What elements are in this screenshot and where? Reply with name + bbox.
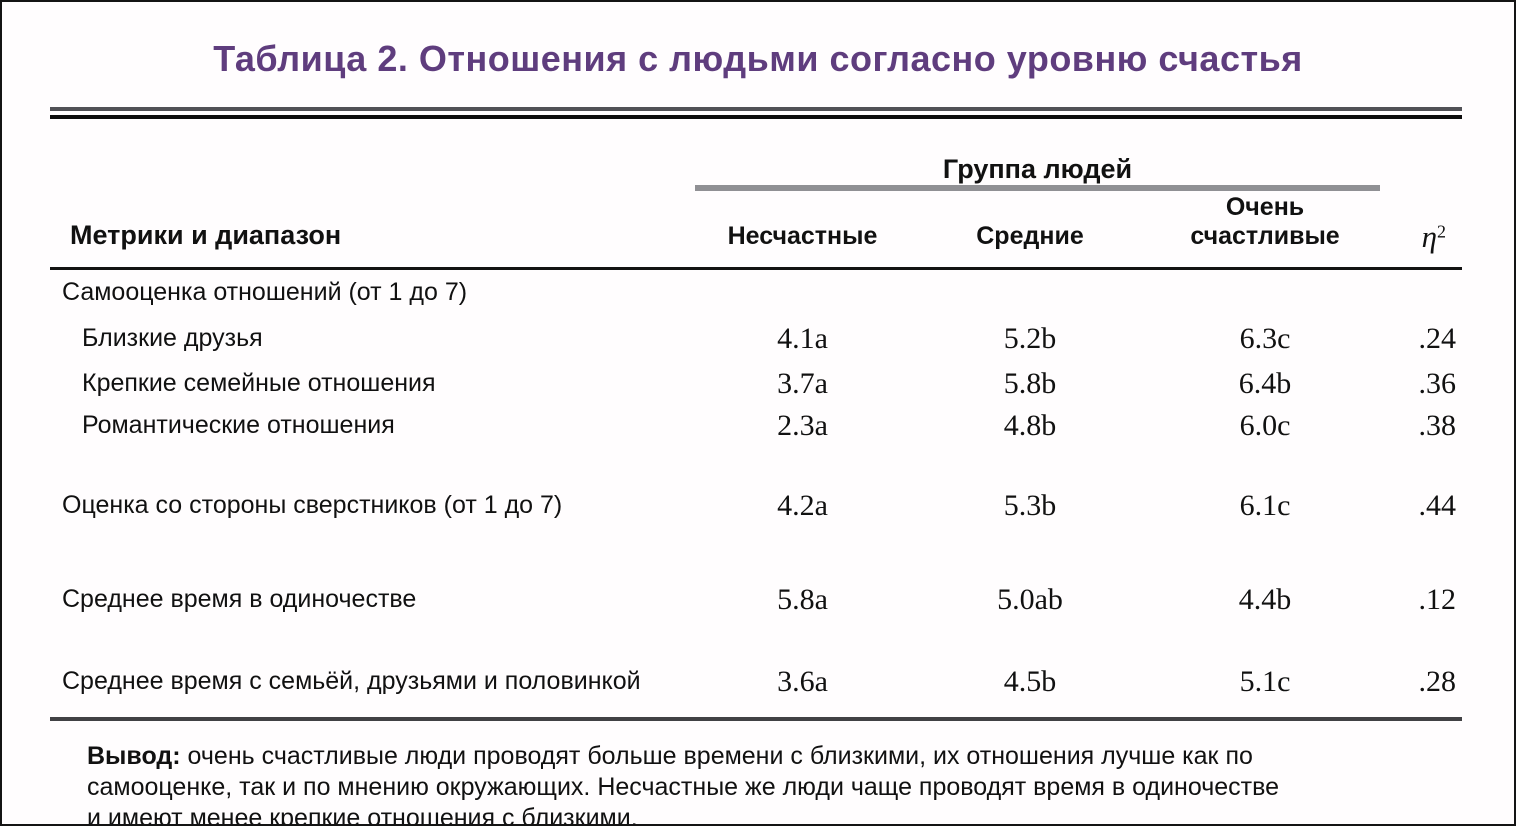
- cell-value: 3.6a: [777, 664, 828, 698]
- conclusion-line: и имеют менее крепкие отношения с близки…: [87, 803, 638, 826]
- table-row-category: Самооценка отношений (от 1 до 7): [50, 269, 1462, 315]
- row-label: Крепкие семейные отношения: [82, 369, 436, 397]
- row-label: Среднее время в одиночестве: [62, 585, 417, 613]
- bottom-rule: [50, 716, 1462, 721]
- row-label: Оценка со стороны сверстников (от 1 до 7…: [62, 491, 563, 519]
- row-label: Среднее время с семьёй, друзьями и полов…: [62, 667, 641, 695]
- column-header-unhappy: Несчастные: [695, 188, 910, 270]
- column-header-row: Метрики и диапазон Несчастные Средние Оч…: [50, 188, 1463, 270]
- table-row: Оценка со стороны сверстников (от 1 до 7…: [50, 483, 1462, 529]
- cell-value: 6.0c: [1239, 408, 1291, 442]
- empty-cell: [50, 119, 695, 188]
- cell-value: 6.4b: [1238, 366, 1292, 400]
- empty-cell: [910, 269, 1150, 315]
- cell-value: .12: [1418, 582, 1457, 616]
- cell-value: 5.0ab: [997, 582, 1063, 616]
- column-header-metrics: Метрики и диапазон: [50, 188, 695, 270]
- table-row: Романтические отношения 2.3a 4.8b 6.0c .…: [50, 405, 1462, 447]
- row-label: Романтические отношения: [82, 411, 395, 439]
- group-header-row: Группа людей: [50, 119, 1462, 191]
- row-label: Самооценка отношений (от 1 до 7): [62, 277, 468, 306]
- cell-value: 5.8b: [1003, 366, 1057, 400]
- empty-cell: [695, 269, 910, 315]
- conclusion-note: Вывод: очень счастливые люди проводят бо…: [87, 741, 1392, 826]
- cell-value: 5.1c: [1239, 664, 1291, 698]
- empty-cell: [1380, 119, 1462, 188]
- column-header-eta-squared: η2: [1380, 188, 1463, 270]
- empty-cell: [1380, 269, 1462, 315]
- cell-value: 4.4b: [1238, 582, 1292, 616]
- table-row: Среднее время в одиночестве 5.8a 5.0ab 4…: [50, 577, 1462, 623]
- eta-superscript: 2: [1437, 221, 1447, 242]
- cell-value: 4.1a: [777, 321, 828, 355]
- cell-value: 6.3c: [1239, 321, 1291, 355]
- conclusion-text: очень счастливые люди проводят больше вр…: [187, 741, 1253, 770]
- spacer-row: [50, 623, 1462, 659]
- table-area: Группа людей Метрики и диапазон Несчастн…: [50, 107, 1463, 826]
- cell-value: 5.2b: [1003, 321, 1057, 355]
- cell-value: .24: [1418, 321, 1457, 355]
- table-row: Близкие друзья 4.1a 5.2b 6.3c .24: [50, 315, 1462, 363]
- cell-value: .36: [1418, 366, 1457, 400]
- cell-value: 4.8b: [1003, 408, 1057, 442]
- conclusion-line: Вывод: очень счастливые люди проводят бо…: [87, 741, 1392, 772]
- empty-cell: [1150, 269, 1380, 315]
- table-row: Среднее время с семьёй, друзьями и полов…: [50, 659, 1462, 705]
- conclusion-label: Вывод:: [87, 741, 181, 770]
- cell-value: 4.5b: [1003, 664, 1057, 698]
- group-header: Группа людей: [695, 119, 1381, 191]
- eta-symbol: η: [1421, 219, 1438, 254]
- table-row: Крепкие семейные отношения 3.7a 5.8b 6.4…: [50, 363, 1462, 405]
- column-header-very-happy: Очень счастливые: [1150, 188, 1381, 270]
- spacer-row: [50, 529, 1462, 577]
- spacer-row: [50, 447, 1462, 483]
- cell-value: 2.3a: [777, 408, 828, 442]
- top-double-rule: [50, 107, 1462, 119]
- relationships-table: Группа людей Метрики и диапазон Несчастн…: [50, 119, 1463, 717]
- cell-value: 3.7a: [777, 366, 828, 400]
- cell-value: 6.1c: [1239, 488, 1291, 522]
- cell-value: .38: [1418, 408, 1457, 442]
- cell-value: 5.3b: [1003, 488, 1057, 522]
- cell-value: 4.2a: [777, 488, 828, 522]
- row-label: Близкие друзья: [82, 324, 263, 352]
- cell-value: .28: [1418, 664, 1457, 698]
- page-title: Таблица 2. Отношения с людьми согласно у…: [213, 38, 1303, 79]
- conclusion-line: самооценке, так и по мнению окружающих. …: [87, 772, 1279, 801]
- cell-value: 5.8a: [777, 582, 828, 616]
- cell-value: .44: [1418, 488, 1457, 522]
- spacer-row: [50, 705, 1462, 717]
- column-header-average: Средние: [910, 188, 1150, 270]
